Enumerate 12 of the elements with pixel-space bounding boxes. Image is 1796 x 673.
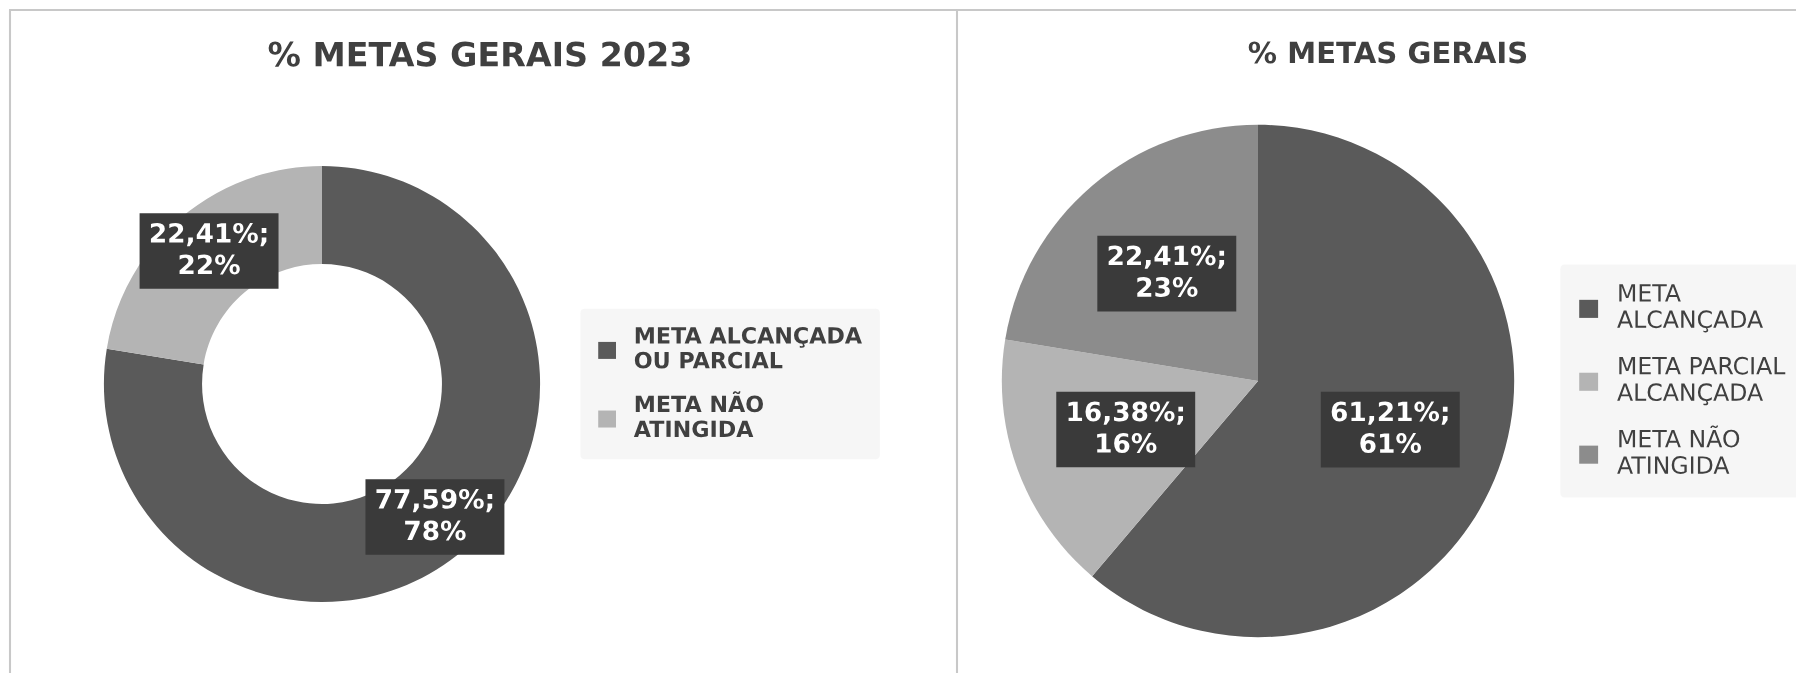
data-label: 77,59%; 78% (376, 488, 493, 541)
legend-label: META ALCANÇADA (1617, 284, 1763, 333)
data-label: 22,41%; 22% (150, 222, 267, 275)
legend-label: META ALCANÇADA OU PARCIAL (634, 326, 862, 369)
legend-label: META NÃO ATINGIDA (633, 391, 763, 438)
legend-label: META NÃO ATINGIDA (1617, 425, 1740, 474)
data-label: 16,38%; 16% (1068, 401, 1184, 453)
data-label: 22,41%; 23% (1108, 245, 1225, 298)
data-label: 61,21%; 61% (1331, 401, 1448, 454)
chart-title: % METAS GERAIS (1248, 41, 1527, 64)
chart-title: % METAS GERAIS 2023 (268, 41, 690, 67)
legend-label: META PARCIAL ALCANÇADA (1617, 356, 1786, 406)
